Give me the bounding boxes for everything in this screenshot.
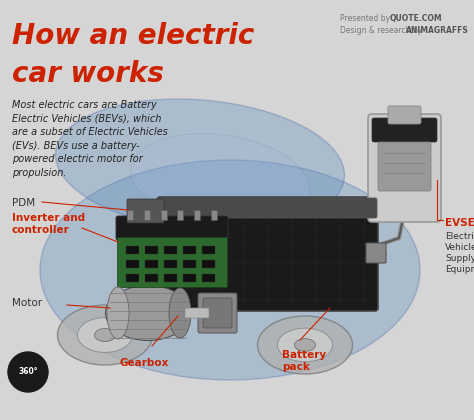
FancyBboxPatch shape	[185, 308, 209, 318]
FancyBboxPatch shape	[368, 114, 441, 222]
FancyBboxPatch shape	[158, 198, 377, 218]
FancyBboxPatch shape	[372, 118, 437, 142]
FancyBboxPatch shape	[164, 246, 177, 254]
Ellipse shape	[294, 339, 316, 352]
FancyBboxPatch shape	[194, 210, 200, 220]
FancyBboxPatch shape	[126, 274, 139, 282]
Text: How an electric: How an electric	[12, 22, 255, 50]
Ellipse shape	[131, 134, 310, 226]
Text: Battery
pack: Battery pack	[282, 350, 326, 373]
FancyBboxPatch shape	[183, 260, 196, 268]
FancyBboxPatch shape	[202, 260, 215, 268]
FancyBboxPatch shape	[203, 298, 232, 328]
FancyBboxPatch shape	[145, 246, 158, 254]
Text: Design & research by: Design & research by	[340, 26, 425, 35]
Ellipse shape	[257, 316, 353, 374]
Ellipse shape	[277, 328, 333, 362]
Ellipse shape	[106, 286, 191, 341]
FancyBboxPatch shape	[127, 199, 164, 223]
Ellipse shape	[55, 99, 345, 231]
Text: Most electric cars are Battery
Electric Vehicles (BEVs), which
are a subset of E: Most electric cars are Battery Electric …	[12, 100, 168, 178]
FancyBboxPatch shape	[366, 243, 386, 263]
Ellipse shape	[77, 318, 133, 352]
FancyBboxPatch shape	[161, 210, 166, 220]
FancyBboxPatch shape	[378, 142, 431, 191]
FancyBboxPatch shape	[177, 210, 183, 220]
FancyBboxPatch shape	[126, 246, 139, 254]
Text: Presented by: Presented by	[340, 14, 392, 23]
FancyBboxPatch shape	[388, 106, 421, 124]
Circle shape	[8, 352, 48, 392]
FancyBboxPatch shape	[145, 260, 158, 268]
Ellipse shape	[57, 305, 153, 365]
FancyBboxPatch shape	[116, 216, 228, 240]
FancyBboxPatch shape	[164, 274, 177, 282]
Text: Gearbox: Gearbox	[120, 358, 169, 368]
FancyBboxPatch shape	[198, 293, 237, 333]
FancyBboxPatch shape	[117, 237, 227, 287]
FancyBboxPatch shape	[202, 274, 215, 282]
Ellipse shape	[169, 288, 191, 338]
Text: Motor: Motor	[12, 298, 42, 308]
FancyBboxPatch shape	[145, 274, 158, 282]
FancyBboxPatch shape	[157, 197, 378, 311]
FancyBboxPatch shape	[127, 210, 133, 220]
Text: QUOTE.COM: QUOTE.COM	[390, 14, 443, 23]
Text: car works: car works	[12, 60, 164, 88]
FancyBboxPatch shape	[183, 274, 196, 282]
Text: EVSE: EVSE	[445, 218, 474, 228]
Text: Electric
Vehicle
Supply
Equipment: Electric Vehicle Supply Equipment	[445, 232, 474, 274]
Ellipse shape	[94, 328, 116, 341]
FancyBboxPatch shape	[202, 246, 215, 254]
FancyBboxPatch shape	[211, 210, 217, 220]
Text: Inverter and
controller: Inverter and controller	[12, 213, 85, 235]
Text: ANIMAGRAFFS: ANIMAGRAFFS	[406, 26, 469, 35]
Text: PDM: PDM	[12, 198, 35, 208]
FancyBboxPatch shape	[164, 260, 177, 268]
FancyBboxPatch shape	[183, 246, 196, 254]
FancyBboxPatch shape	[144, 210, 150, 220]
Ellipse shape	[40, 160, 420, 380]
FancyBboxPatch shape	[126, 260, 139, 268]
Text: 360°: 360°	[18, 368, 38, 376]
Ellipse shape	[107, 287, 129, 339]
